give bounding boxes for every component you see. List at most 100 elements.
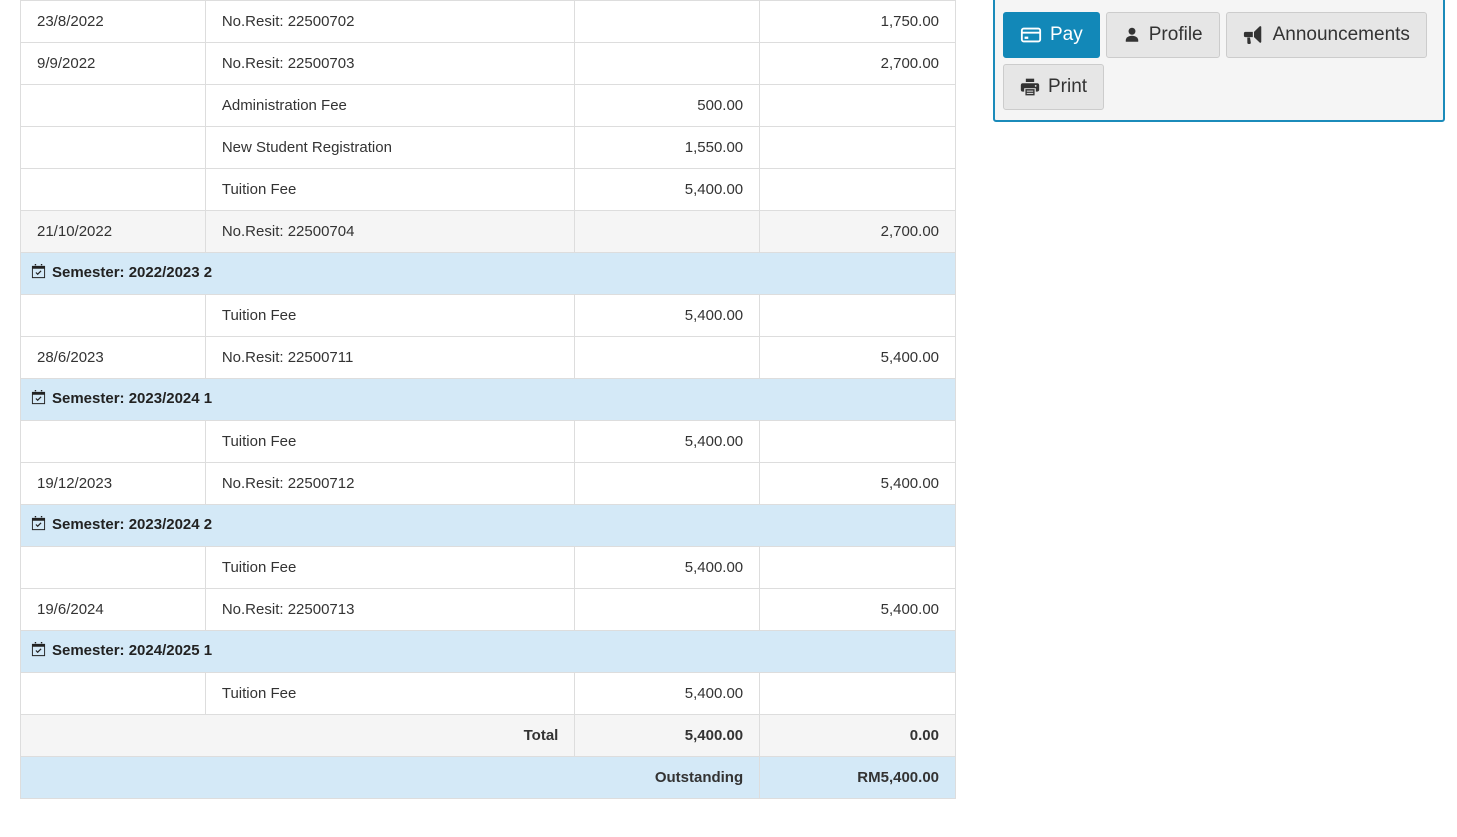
action-panel: Pay Profile Announcements Print [993, 0, 1445, 122]
user-icon [1123, 25, 1141, 45]
row-description: No.Resit: 22500704 [204, 210, 576, 253]
semester-header-cell: Semester: 2024/2025 1 [20, 630, 956, 673]
row-date [20, 546, 206, 589]
row-description: New Student Registration [204, 126, 576, 169]
row-date [20, 168, 206, 211]
row-description: Tuition Fee [204, 294, 576, 337]
row-date: 9/9/2022 [20, 42, 206, 85]
semester-label: Semester: 2023/2024 2 [52, 516, 213, 533]
row-debit [574, 336, 761, 379]
table-row: Tuition Fee 5,400.00 [20, 672, 956, 715]
print-button[interactable]: Print [1003, 64, 1105, 110]
row-debit [574, 588, 761, 631]
row-date: 21/10/2022 [20, 210, 206, 253]
announcements-button[interactable]: Announcements [1225, 12, 1427, 58]
row-description: Administration Fee [204, 84, 576, 127]
row-credit: 1,750.00 [759, 0, 956, 43]
row-debit [574, 462, 761, 505]
row-date: 23/8/2022 [20, 0, 206, 43]
semester-header-cell: Semester: 2023/2024 1 [20, 378, 956, 421]
row-debit: 5,400.00 [574, 672, 761, 715]
row-debit [574, 210, 761, 253]
outstanding-row: Outstanding RM5,400.00 [19, 756, 956, 799]
row-description: Tuition Fee [204, 672, 576, 715]
row-description: Tuition Fee [204, 168, 576, 211]
row-description: No.Resit: 22500711 [204, 336, 576, 379]
row-credit: 5,400.00 [759, 462, 956, 505]
row-date [20, 126, 206, 169]
semester-header-cell: Semester: 2023/2024 2 [20, 504, 956, 547]
total-debit: 5,400.00 [574, 714, 761, 757]
table-row: Administration Fee 500.00 [20, 84, 956, 127]
row-credit [759, 168, 956, 211]
row-credit: 5,400.00 [759, 588, 956, 631]
total-label: Total [19, 714, 576, 757]
bullhorn-icon [1243, 25, 1265, 45]
row-description: Tuition Fee [204, 546, 576, 589]
row-date [20, 84, 206, 127]
row-credit: 5,400.00 [759, 336, 956, 379]
row-debit: 5,400.00 [574, 546, 761, 589]
row-date: 28/6/2023 [20, 336, 206, 379]
row-date [20, 420, 206, 463]
row-credit [759, 294, 956, 337]
pay-button[interactable]: Pay [1003, 12, 1100, 58]
row-debit [574, 0, 761, 43]
row-date [20, 294, 206, 337]
profile-button[interactable]: Profile [1105, 12, 1220, 58]
semester-label: Semester: 2022/2023 2 [52, 264, 213, 281]
announcements-button-label: Announcements [1272, 24, 1410, 45]
table-row: 19/12/2023 No.Resit: 22500712 5,400.00 [20, 462, 956, 505]
calendar-check-icon [31, 642, 46, 663]
semester-header-cell: Semester: 2022/2023 2 [20, 252, 956, 295]
outstanding-label: Outstanding [19, 756, 761, 799]
row-credit: 2,700.00 [759, 210, 956, 253]
action-button-group: Pay Profile Announcements Print [1003, 12, 1435, 110]
semester-header-row: Semester: 2022/2023 2 [20, 252, 956, 295]
semester-label: Semester: 2024/2025 1 [52, 642, 213, 659]
semester-label: Semester: 2023/2024 1 [52, 390, 213, 407]
row-debit: 1,550.00 [574, 126, 761, 169]
calendar-check-icon [31, 264, 46, 285]
calendar-check-icon [31, 390, 46, 411]
row-date: 19/12/2023 [20, 462, 206, 505]
printer-icon [1020, 77, 1040, 97]
row-credit [759, 672, 956, 715]
table-row: 23/8/2022 No.Resit: 22500702 1,750.00 [20, 0, 956, 43]
row-description: No.Resit: 22500712 [204, 462, 576, 505]
row-debit: 5,400.00 [574, 294, 761, 337]
row-credit: 2,700.00 [759, 42, 956, 85]
profile-button-label: Profile [1148, 24, 1203, 45]
row-debit [574, 42, 761, 85]
row-credit [759, 420, 956, 463]
print-button-label: Print [1048, 76, 1088, 97]
semester-header-row: Semester: 2023/2024 1 [20, 378, 956, 421]
semester-header-row: Semester: 2024/2025 1 [20, 630, 956, 673]
row-credit [759, 546, 956, 589]
semester-header-row: Semester: 2023/2024 2 [20, 504, 956, 547]
total-credit: 0.00 [759, 714, 956, 757]
row-description: No.Resit: 22500713 [204, 588, 576, 631]
total-row: Total 5,400.00 0.00 [19, 714, 956, 757]
row-debit: 500.00 [574, 84, 761, 127]
table-row: 9/9/2022 No.Resit: 22500703 2,700.00 [20, 42, 956, 85]
table-row: Tuition Fee 5,400.00 [20, 168, 956, 211]
credit-card-icon [1020, 24, 1042, 46]
table-row: 21/10/2022 No.Resit: 22500704 2,700.00 [20, 210, 956, 253]
table-row: Tuition Fee 5,400.00 [20, 294, 956, 337]
row-debit: 5,400.00 [574, 420, 761, 463]
row-credit [759, 84, 956, 127]
pay-button-label: Pay [1050, 24, 1083, 45]
row-date [20, 672, 206, 715]
table-row: New Student Registration 1,550.00 [20, 126, 956, 169]
row-description: Tuition Fee [204, 420, 576, 463]
table-row: Tuition Fee 5,400.00 [20, 420, 956, 463]
table-row: 28/6/2023 No.Resit: 22500711 5,400.00 [20, 336, 956, 379]
calendar-check-icon [31, 516, 46, 537]
row-description: No.Resit: 22500703 [204, 42, 576, 85]
outstanding-amount: RM5,400.00 [759, 756, 956, 799]
